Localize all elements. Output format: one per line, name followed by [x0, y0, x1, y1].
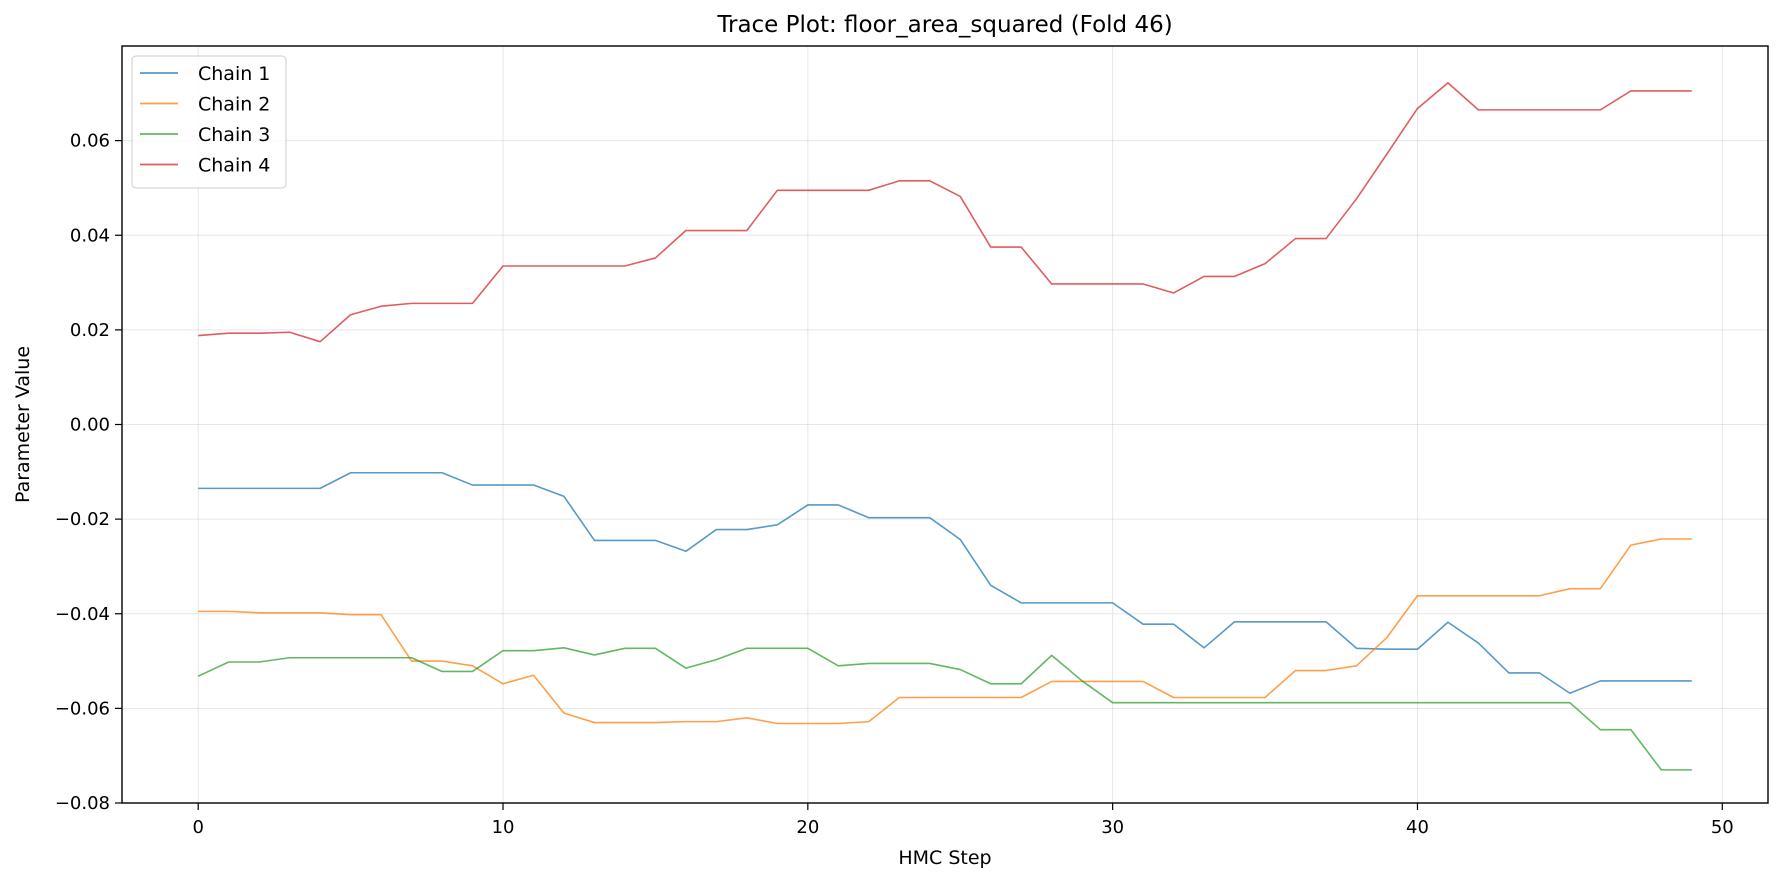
series-layer [197, 82, 1692, 771]
y-tick-label: 0.04 [70, 225, 110, 246]
y-tick-label: −0.04 [55, 604, 110, 625]
y-tick-label: −0.06 [55, 698, 110, 719]
y-tick-label: 0.00 [70, 415, 110, 436]
chart-title: Trace Plot: floor_area_squared (Fold 46) [716, 12, 1172, 38]
y-tick-label: 0.06 [70, 131, 110, 152]
legend: Chain 1 Chain 2 Chain 3 Chain 4 [131, 55, 287, 189]
x-tick-label: 30 [1101, 817, 1124, 838]
x-tick-label: 10 [492, 817, 515, 838]
series-line-chain-3 [197, 647, 1692, 771]
series-line-chain-4 [198, 82, 1692, 343]
y-tick-label: −0.02 [55, 509, 110, 530]
x-tick-label: 0 [192, 817, 203, 838]
legend-label-chain-4: Chain 4 [198, 155, 270, 177]
y-tick-label: 0.02 [70, 320, 110, 341]
legend-label-chain-2: Chain 2 [198, 94, 270, 116]
legend-box [131, 55, 287, 189]
x-tick-label: 50 [1711, 817, 1734, 838]
x-tick-label: 20 [796, 817, 819, 838]
series-line-chain-2 [198, 538, 1692, 725]
x-axis-label: HMC Step [898, 847, 991, 869]
series-line-chain-1 [198, 471, 1692, 695]
legend-label-chain-1: Chain 1 [198, 63, 270, 85]
y-axis-label: Parameter Value [12, 346, 34, 503]
axis-ticks: 0 10 20 30 40 50 −0.08 −0.06 −0.04 −0.02 0.00 0.02 0… [55, 131, 1734, 838]
y-tick-label: −0.08 [55, 793, 110, 814]
x-tick-label: 40 [1406, 817, 1429, 838]
legend-label-chain-3: Chain 3 [198, 124, 270, 146]
